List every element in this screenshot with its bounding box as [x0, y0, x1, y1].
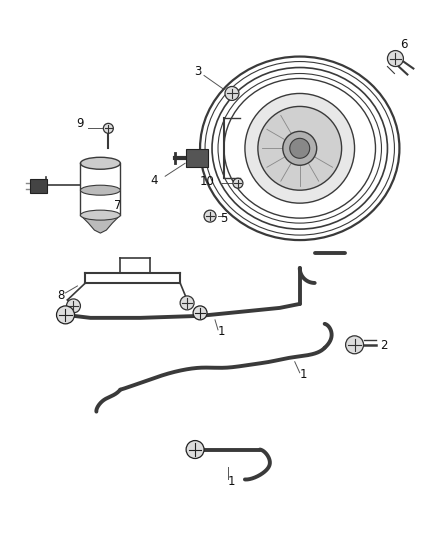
Text: 3: 3 [194, 65, 201, 78]
Circle shape [67, 299, 81, 313]
Circle shape [233, 178, 243, 188]
Text: 8: 8 [57, 289, 65, 302]
Circle shape [180, 296, 194, 310]
Text: 4: 4 [150, 174, 158, 187]
Ellipse shape [81, 210, 120, 220]
Text: 10: 10 [200, 175, 215, 188]
Circle shape [258, 107, 342, 190]
Text: 5: 5 [220, 212, 227, 224]
Circle shape [193, 306, 207, 320]
FancyBboxPatch shape [186, 149, 208, 167]
FancyBboxPatch shape [30, 179, 46, 193]
Ellipse shape [81, 185, 120, 195]
Text: 9: 9 [77, 117, 84, 130]
Circle shape [388, 51, 403, 67]
Circle shape [283, 131, 317, 165]
Text: 1: 1 [228, 475, 236, 488]
Polygon shape [81, 215, 120, 233]
Ellipse shape [81, 157, 120, 169]
Circle shape [57, 306, 74, 324]
Text: 1: 1 [300, 368, 307, 381]
Circle shape [225, 86, 239, 100]
Circle shape [103, 123, 113, 133]
Text: 2: 2 [381, 340, 388, 352]
Circle shape [245, 93, 355, 203]
Text: 1: 1 [218, 325, 226, 338]
Text: 7: 7 [114, 199, 122, 212]
Circle shape [346, 336, 364, 354]
Circle shape [290, 139, 310, 158]
Circle shape [204, 210, 216, 222]
Circle shape [186, 441, 204, 458]
Text: 6: 6 [400, 38, 408, 51]
